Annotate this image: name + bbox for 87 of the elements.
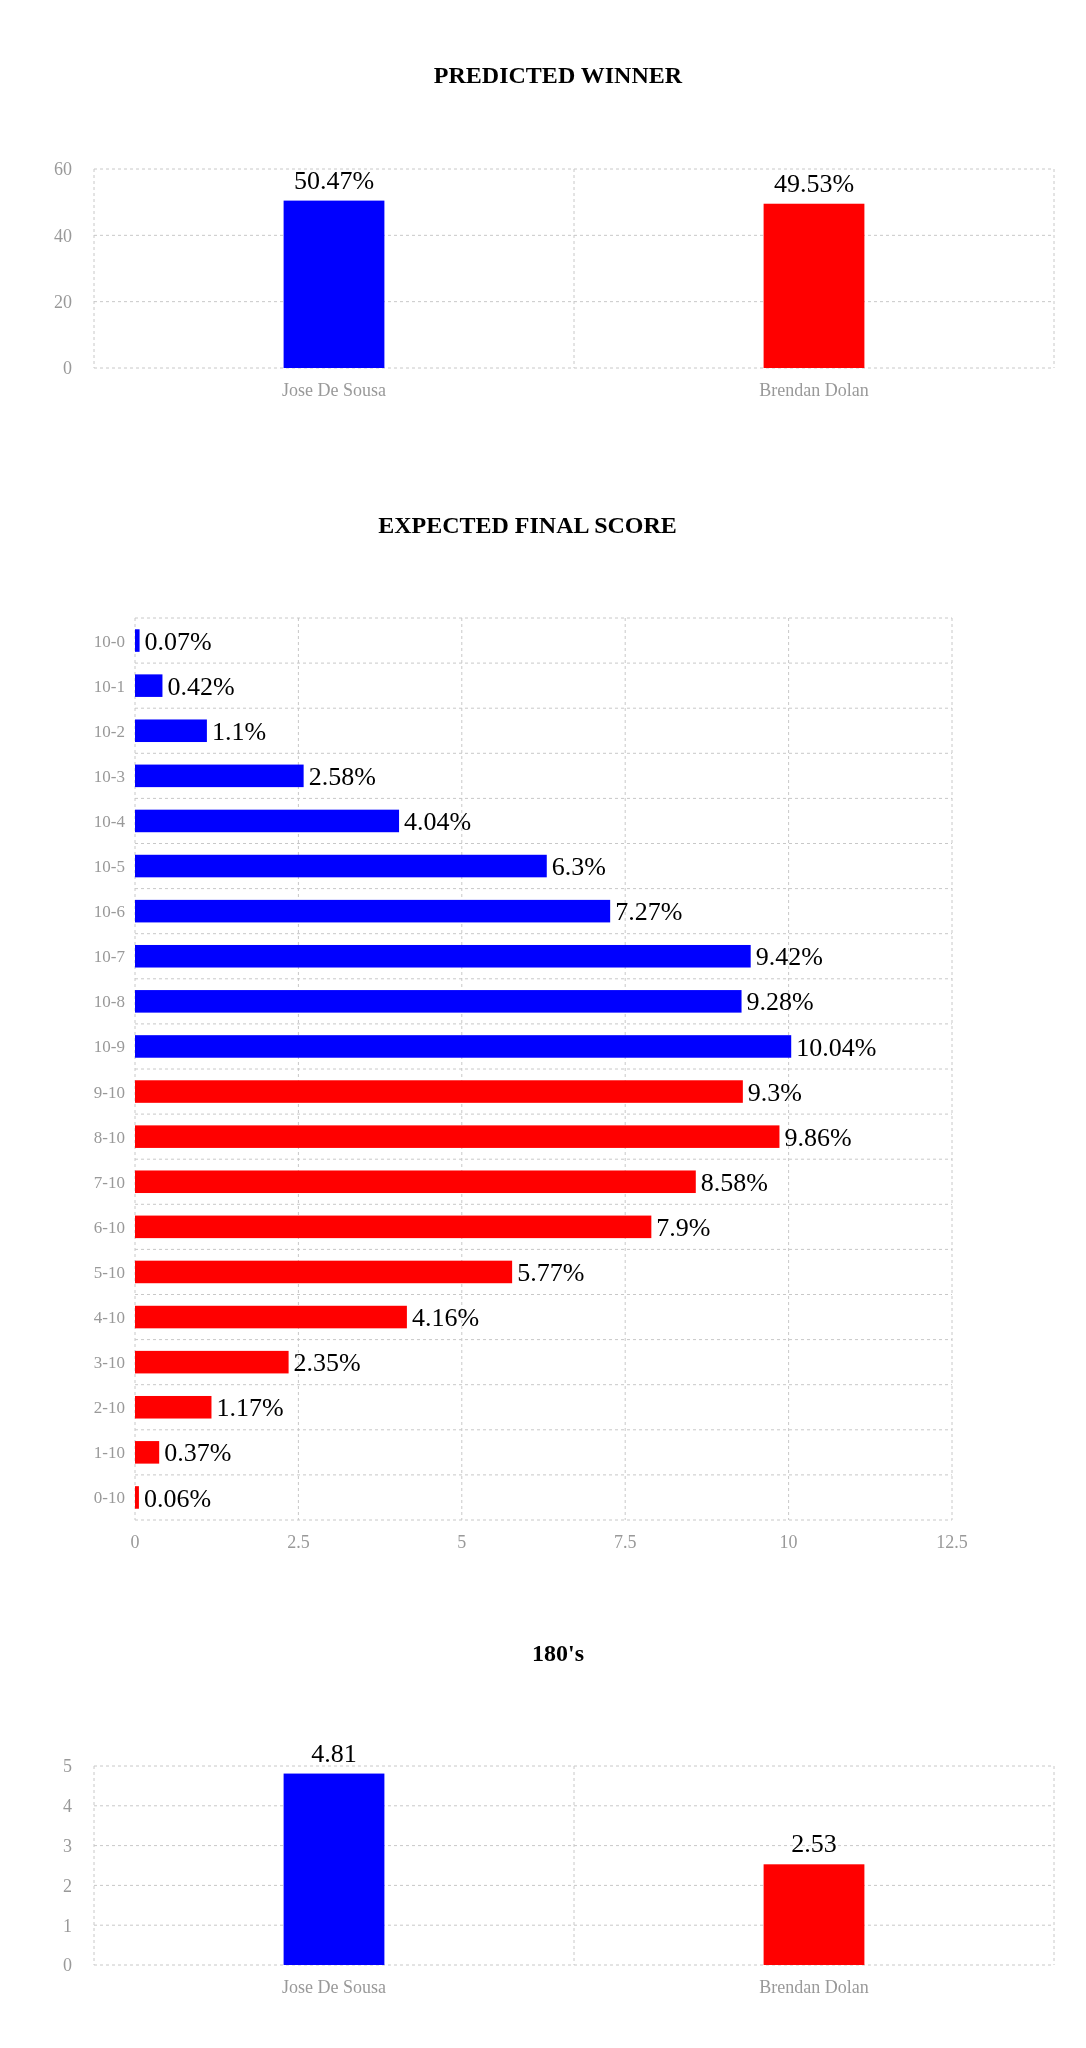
y-tick-label: 10-3 xyxy=(93,766,125,786)
bar xyxy=(135,854,547,878)
y-tick-label: 10-7 xyxy=(93,947,126,967)
y-tick-label: 10-1 xyxy=(93,676,125,696)
bar xyxy=(135,1486,139,1509)
y-tick-label: 5-10 xyxy=(93,1262,125,1282)
data-label: 0.06% xyxy=(143,1483,212,1513)
x-tick-label: Jose De Sousa xyxy=(282,380,386,401)
bar xyxy=(135,1170,696,1194)
y-tick-label: 10-0 xyxy=(93,631,125,651)
bar xyxy=(135,1305,407,1329)
y-tick-label: 10-5 xyxy=(93,857,125,876)
y-tick-label: 6-10 xyxy=(93,1217,125,1237)
data-label: 4.04% xyxy=(404,807,472,837)
data-label: 9.28% xyxy=(746,987,814,1017)
bar xyxy=(135,764,304,788)
bar xyxy=(135,809,400,833)
data-label: 7.9% xyxy=(656,1212,711,1242)
x-tick-label: 12.5 xyxy=(936,1532,968,1553)
y-tick-label: 40 xyxy=(54,225,72,246)
y-tick-label: 3-10 xyxy=(93,1353,125,1373)
y-tick-label: 8-10 xyxy=(93,1127,125,1147)
bar xyxy=(135,1080,743,1103)
y-tick-label: 10-4 xyxy=(93,811,126,831)
bar xyxy=(135,990,742,1013)
data-label: 2.53 xyxy=(791,1829,837,1859)
y-tick-label: 2 xyxy=(63,1875,72,1896)
data-label: 6.3% xyxy=(551,852,606,882)
chart-title: EXPECTED FINAL SCORE xyxy=(378,512,677,538)
bar xyxy=(135,629,140,652)
data-label: 50.47% xyxy=(293,165,375,195)
data-label: 7.27% xyxy=(615,897,683,927)
bar xyxy=(135,1441,160,1464)
data-label: 0.07% xyxy=(144,626,212,656)
x-tick-label: 2.5 xyxy=(287,1532,310,1553)
data-label: 9.86% xyxy=(784,1122,852,1152)
y-tick-label: 0 xyxy=(63,358,72,379)
y-tick-label: 1-10 xyxy=(93,1443,125,1463)
y-tick-label: 10-9 xyxy=(93,1037,125,1057)
bar xyxy=(135,1260,513,1284)
data-label: 2.58% xyxy=(308,761,376,791)
data-label: 2.35% xyxy=(293,1348,361,1378)
x-tick-label: Jose De Sousa xyxy=(282,1977,386,1998)
data-label: 5.77% xyxy=(517,1258,585,1288)
x-tick-label: Brendan Dolan xyxy=(759,1977,869,1998)
data-label: 4.16% xyxy=(411,1303,480,1333)
y-tick-label: 10-2 xyxy=(93,721,125,741)
x-tick-label: 5 xyxy=(457,1532,467,1553)
data-label: 9.3% xyxy=(747,1077,803,1107)
bar xyxy=(135,899,611,923)
data-label: 1.17% xyxy=(216,1393,284,1423)
bar xyxy=(135,1350,289,1374)
chart-title: 180's xyxy=(531,1640,585,1666)
bar xyxy=(135,1215,652,1239)
y-tick-label: 9-10 xyxy=(93,1082,125,1102)
data-label: 0.42% xyxy=(167,671,235,701)
y-tick-label: 5 xyxy=(63,1756,72,1777)
y-tick-label: 4-10 xyxy=(93,1308,125,1327)
x-tick-label: 7.5 xyxy=(613,1532,637,1553)
data-label: 8.58% xyxy=(700,1167,768,1197)
y-tick-label: 3 xyxy=(63,1835,72,1856)
bar xyxy=(135,1395,212,1419)
x-tick-label: Brendan Dolan xyxy=(759,380,869,401)
y-tick-label: 20 xyxy=(54,291,72,312)
bar xyxy=(135,1125,780,1148)
x-tick-label: 10 xyxy=(779,1532,798,1553)
y-tick-label: 4 xyxy=(63,1796,72,1817)
bar xyxy=(135,944,751,968)
y-tick-label: 10-8 xyxy=(93,992,125,1012)
data-label: 4.81 xyxy=(311,1738,357,1768)
x-tick-label: 0 xyxy=(130,1532,140,1553)
bar xyxy=(135,719,207,743)
y-tick-label: 10-6 xyxy=(93,902,125,922)
data-label: 1.1% xyxy=(211,716,267,746)
data-label: 9.42% xyxy=(755,942,823,972)
bar xyxy=(135,674,163,697)
y-tick-label: 0 xyxy=(63,1955,72,1976)
y-tick-label: 0-10 xyxy=(93,1488,125,1508)
chart-title: PREDICTED WINNER xyxy=(433,62,683,88)
data-label: 49.53% xyxy=(773,168,855,198)
bar xyxy=(135,1035,792,1058)
y-tick-label: 2-10 xyxy=(93,1398,125,1418)
y-tick-label: 1 xyxy=(63,1915,72,1936)
y-tick-label: 7-10 xyxy=(93,1172,125,1192)
data-label: 0.37% xyxy=(164,1438,232,1468)
data-label: 10.04% xyxy=(796,1032,877,1062)
y-tick-label: 60 xyxy=(54,159,72,180)
